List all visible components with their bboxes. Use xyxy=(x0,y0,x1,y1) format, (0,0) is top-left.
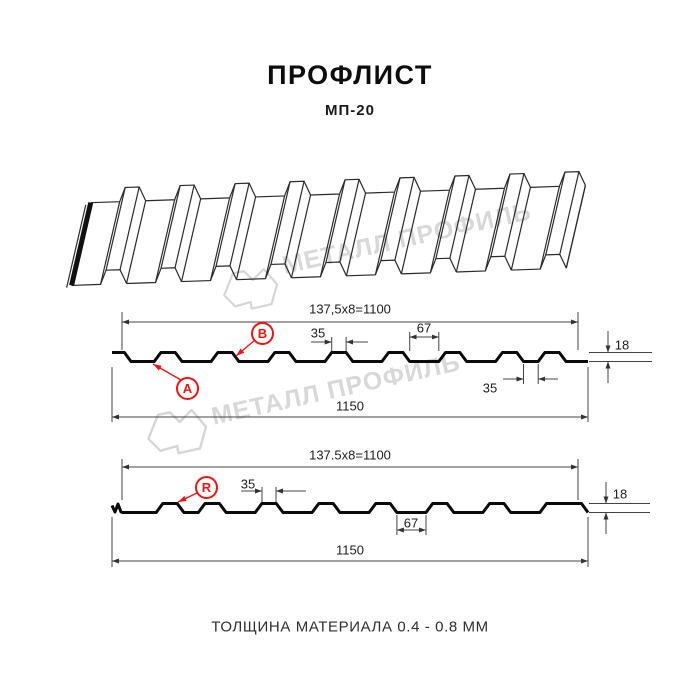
dim-overall-width-ab: 1150 xyxy=(336,398,364,414)
dim-crest-width-ab: 35 xyxy=(310,325,326,341)
dim-valley-width-ab: 67 xyxy=(416,320,432,336)
sheet-right-edge xyxy=(565,185,586,269)
model-subtitle: МП-20 xyxy=(325,102,375,119)
thickness-note: ТОЛЩИНА МАТЕРИАЛА 0.4 - 0.8 ММ xyxy=(211,618,489,636)
watermark-logo-icon xyxy=(223,267,279,310)
label-a-circle: A xyxy=(176,377,199,400)
label-r-leader xyxy=(177,492,198,503)
watermark-logo-icon xyxy=(147,408,208,455)
profile-ab-drawing xyxy=(111,312,652,422)
dim-groove-width-ab: 35 xyxy=(482,380,498,396)
label-a-leader xyxy=(152,363,182,381)
dim-height-r: 18 xyxy=(612,486,628,502)
sheet-3d-view xyxy=(66,170,589,288)
label-b-leader xyxy=(235,339,256,357)
sheet-left-edge xyxy=(69,202,94,286)
dim-crest-width-r: 35 xyxy=(240,476,256,492)
label-r-circle: R xyxy=(195,476,218,499)
profile-r-drawing xyxy=(110,459,650,567)
page-title: ПРОФЛИСТ xyxy=(267,60,433,90)
dim-valley-width-r: 67 xyxy=(403,515,419,531)
dim-pitch-formula-ab: 137,5x8=1100 xyxy=(309,301,391,317)
dim-height-ab: 18 xyxy=(614,337,630,353)
dim-pitch-formula-r: 137.5x8=1100 xyxy=(309,447,391,463)
label-b-circle: B xyxy=(251,322,274,345)
dim-overall-width-r: 1150 xyxy=(336,542,364,558)
